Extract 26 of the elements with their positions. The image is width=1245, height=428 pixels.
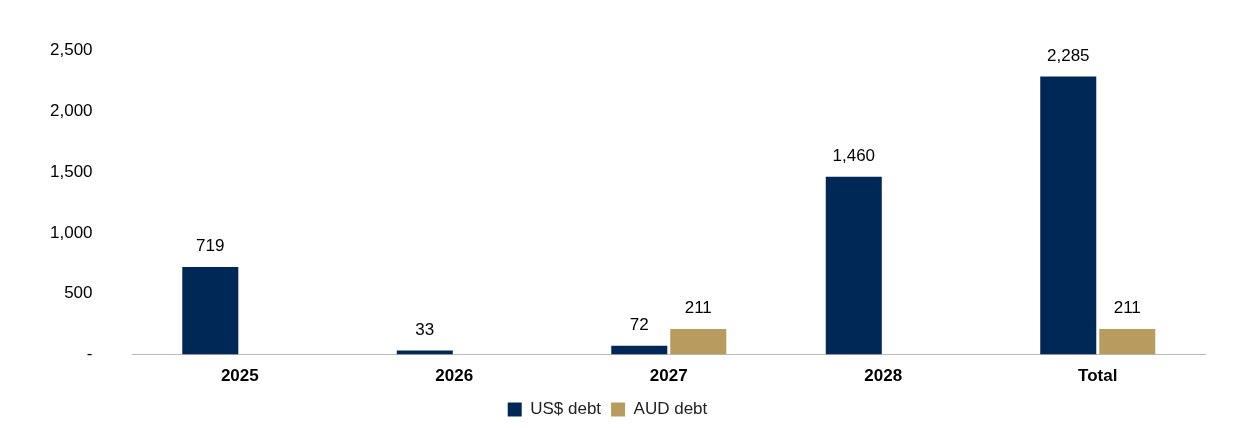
data-label: 211	[684, 298, 712, 318]
bar	[1040, 76, 1097, 355]
y-tick-label: -	[86, 344, 93, 364]
x-tick-label: Total	[1078, 366, 1118, 386]
data-label: 719	[196, 236, 225, 256]
bar	[611, 345, 668, 355]
y-tick-label: 2,000	[49, 100, 93, 120]
x-tick-label: 2028	[864, 366, 903, 386]
data-label: 72	[629, 315, 649, 335]
data-label: 1,460	[832, 146, 876, 166]
bar	[1099, 328, 1156, 355]
bar	[670, 328, 727, 355]
x-tick-label: 2026	[435, 366, 474, 386]
legend-label: AUD debt	[633, 399, 708, 419]
bar	[825, 176, 882, 355]
data-label: 33	[415, 319, 435, 339]
y-tick-label: 1,000	[49, 222, 93, 242]
data-label: 211	[1113, 298, 1141, 318]
bar	[182, 267, 239, 355]
y-tick-label: 1,500	[49, 161, 93, 181]
y-tick-label: 2,500	[49, 39, 93, 59]
y-tick-label: 500	[64, 283, 93, 303]
data-label: 2,285	[1046, 45, 1090, 65]
legend-label: US$ debt	[530, 399, 602, 419]
x-tick-label: 2025	[220, 366, 259, 386]
x-tick-label: 2027	[649, 366, 688, 386]
